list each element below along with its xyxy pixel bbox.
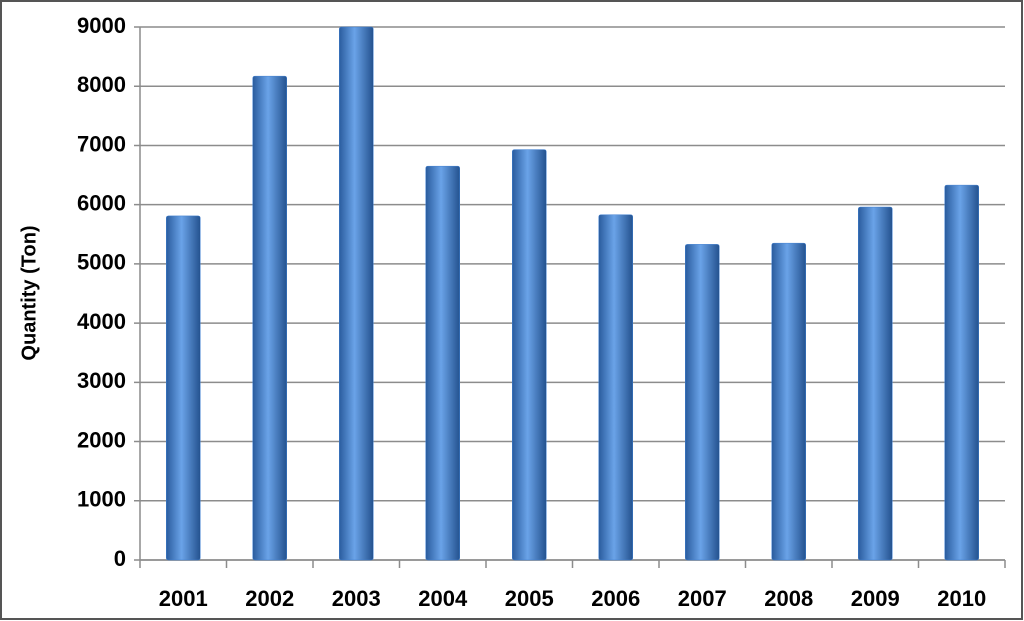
x-tick-label: 2001 xyxy=(159,586,208,611)
x-tick-label: 2007 xyxy=(678,586,727,611)
y-tick-label: 9000 xyxy=(77,13,126,38)
bar xyxy=(166,215,201,561)
bar xyxy=(944,184,979,561)
y-tick-label: 5000 xyxy=(77,250,126,275)
x-tick-label: 2009 xyxy=(851,586,900,611)
x-tick-label: 2008 xyxy=(764,586,813,611)
bar xyxy=(771,242,806,561)
x-tick-label: 2005 xyxy=(505,586,554,611)
y-tick-label: 8000 xyxy=(77,72,126,97)
x-tick-label: 2006 xyxy=(591,586,640,611)
y-tick-label: 6000 xyxy=(77,190,126,215)
bar xyxy=(425,165,460,561)
y-tick-label: 0 xyxy=(114,546,126,571)
bar xyxy=(252,75,287,561)
y-tick-label: 2000 xyxy=(77,427,126,452)
bar xyxy=(512,149,547,561)
x-tick-label: 2004 xyxy=(418,586,468,611)
bar xyxy=(858,206,893,561)
y-tick-label: 4000 xyxy=(77,309,126,334)
bar xyxy=(339,26,374,561)
y-tick-label: 7000 xyxy=(77,131,126,156)
y-axis-title: Quantity (Ton) xyxy=(18,225,40,360)
y-tick-label: 3000 xyxy=(77,368,126,393)
x-tick-label: 2003 xyxy=(332,586,381,611)
y-tick-label: 1000 xyxy=(77,487,126,512)
x-tick-label: 2010 xyxy=(937,586,986,611)
bar xyxy=(685,244,720,561)
bar xyxy=(598,214,633,561)
x-tick-label: 2002 xyxy=(245,586,294,611)
